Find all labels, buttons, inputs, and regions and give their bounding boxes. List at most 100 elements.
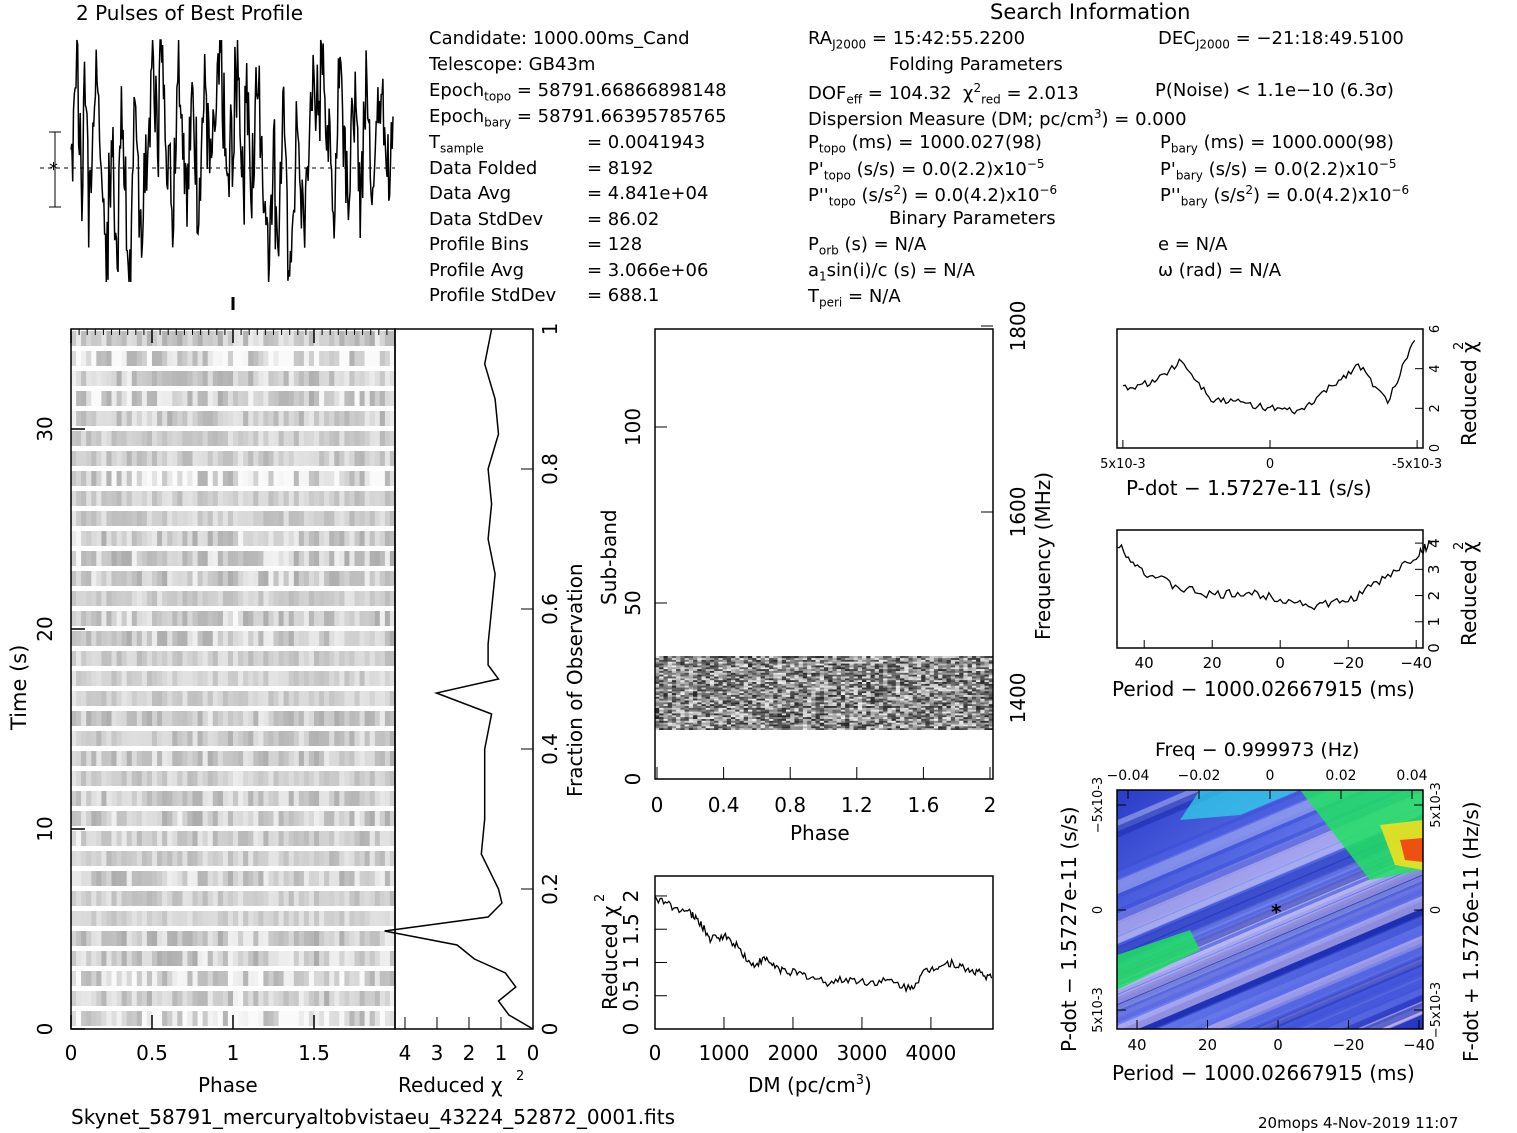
subband-cell [836, 727, 842, 730]
time-phase-cell [126, 851, 133, 866]
subband-cell [824, 683, 829, 686]
subband-cell [807, 674, 812, 677]
time-phase-cell [339, 851, 345, 866]
subband-cell [709, 689, 715, 692]
subband-cell [984, 702, 990, 705]
time-phase-cell [76, 891, 82, 906]
subband-cell [921, 724, 926, 727]
time-phase-cell [354, 371, 360, 386]
subband-cell [718, 698, 723, 701]
subband-cell [828, 685, 833, 688]
subband-cell [684, 718, 690, 721]
time-phase-cell [162, 631, 168, 646]
time-phase-cell [349, 511, 355, 526]
subband-cell [828, 715, 833, 718]
time-phase-cell [253, 951, 259, 966]
subband-cell [883, 720, 888, 723]
subband-cell [912, 703, 918, 706]
time-phase-cell [152, 491, 158, 506]
subband-cell [684, 698, 690, 701]
time-phase-cell [187, 611, 193, 626]
subband-cell [714, 683, 719, 686]
subband-cell [659, 716, 664, 719]
subband-cell [959, 678, 964, 681]
time-phase-cell [293, 671, 300, 686]
subband-cell [671, 687, 677, 690]
subband-cell [891, 726, 897, 729]
subband-cell [900, 674, 905, 677]
time-phase-cell [131, 751, 138, 766]
subband-cell [718, 692, 723, 695]
subband-cell [883, 681, 888, 684]
subband-cell [946, 715, 952, 718]
time-phase-cell [273, 551, 279, 566]
time-phase-cell [111, 771, 117, 786]
time-phase-cell [86, 931, 92, 946]
subband-cell [874, 718, 880, 721]
time-phase-cell [369, 371, 376, 386]
subband-cell [718, 703, 723, 706]
subband-cell [819, 722, 825, 725]
time-phase-cell [253, 911, 259, 926]
time-phase-cell [177, 731, 183, 746]
time-phase-cell [227, 731, 234, 746]
time-phase-cell [152, 351, 158, 366]
time-phase-cell [131, 711, 138, 726]
time-phase-cell [167, 871, 173, 886]
subband-cell [684, 696, 690, 699]
subband-cell [845, 703, 850, 706]
subband-cell [756, 692, 761, 695]
subband-cell [726, 696, 732, 699]
subband-cell [874, 716, 880, 719]
time-phase-cell [131, 571, 138, 586]
subband-cell [718, 685, 723, 688]
subband-cell [680, 698, 685, 701]
subband-cell [840, 709, 846, 712]
time-phase-cell [116, 1011, 122, 1026]
subband-cell [912, 700, 918, 703]
time-phase-cell [263, 751, 269, 766]
subband-cell [887, 692, 892, 695]
time-phase-cell [212, 531, 219, 546]
subband-cell [883, 696, 888, 699]
subband-cell [743, 707, 749, 710]
subband-cell [722, 727, 728, 730]
subband-cell [709, 715, 715, 718]
subband-cell [676, 683, 681, 686]
time-phase-cell [212, 431, 219, 446]
subband-cell [959, 670, 964, 673]
time-phase-cell [263, 971, 269, 986]
time-phase-cell [374, 651, 381, 666]
subband-cell [781, 726, 787, 729]
subband-cell [807, 698, 812, 701]
time-phase-cell [212, 851, 219, 866]
subband-cell [802, 692, 808, 695]
subband-cell [760, 692, 766, 695]
subband-cell [904, 687, 909, 690]
time-phase-cell [212, 351, 219, 366]
time-phase-cell [227, 971, 234, 986]
time-phase-cell [283, 611, 289, 626]
time-phase-cell [293, 551, 300, 566]
subband-cell [756, 702, 761, 705]
time-phase-cell [273, 591, 279, 606]
time-phase-cell [303, 671, 310, 686]
time-phase-cell [202, 911, 208, 926]
time-phase-cell [273, 511, 279, 526]
subband-cell [849, 715, 854, 718]
time-phase-cell [253, 611, 259, 626]
subband-cell [857, 696, 863, 699]
time-phase-cell [258, 431, 264, 446]
time-phase-cell [298, 591, 305, 606]
time-phase-cell [202, 371, 208, 386]
subband-cell [726, 691, 732, 694]
subband-cell [697, 722, 702, 725]
time-phase-cell [339, 1011, 345, 1026]
subband-cell [794, 674, 799, 677]
time-phase-cell [278, 411, 284, 426]
time-phase-cell [212, 411, 219, 426]
time-phase-cell [389, 451, 396, 466]
subband-cell [857, 720, 863, 723]
fraction-tick-label: 0.8 [538, 453, 562, 485]
time-phase-cell [283, 771, 289, 786]
